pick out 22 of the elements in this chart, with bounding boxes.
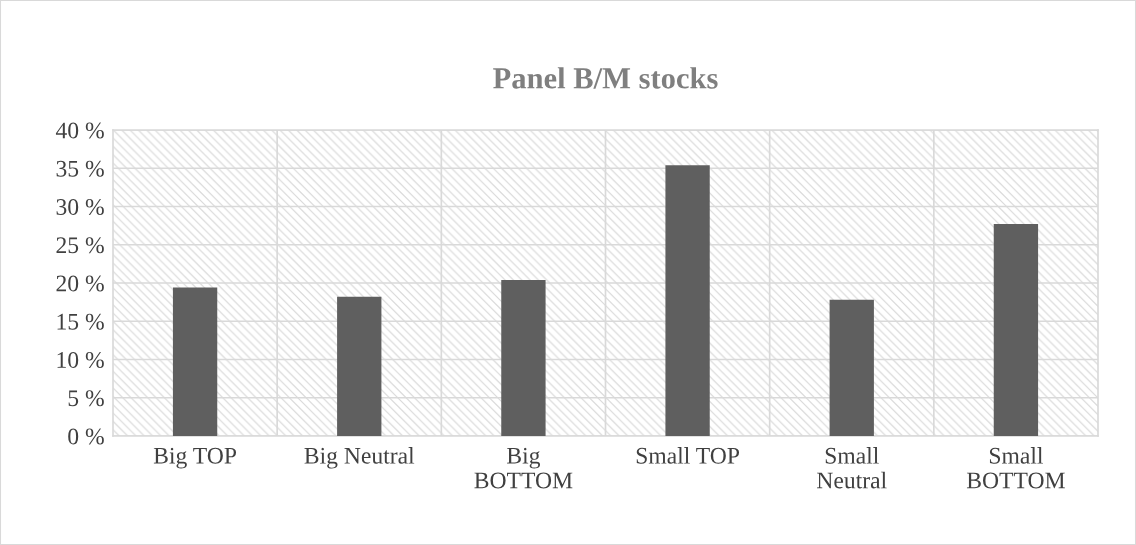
y-tick-label: 35 % [56,160,104,177]
x-tick-label: Small Neutral [817,447,887,489]
y-tick-label: 0 % [68,428,104,445]
x-tick-label: Big BOTTOM [474,447,573,489]
x-tick-label: Big Neutral [304,447,415,469]
y-tick-label: 5 % [68,390,104,407]
bar [501,279,546,436]
y-tick-label: 20 % [56,275,104,292]
bar [665,165,710,436]
y-tick-label: 25 % [56,237,104,254]
x-tick-label: Small BOTTOM [966,447,1065,489]
y-tick-label: 30 % [56,198,104,215]
bar [993,224,1039,436]
bar [172,287,218,436]
bar [829,299,874,436]
x-tick-label: Small TOP [636,447,740,464]
y-tick-label: 40 % [55,122,104,139]
x-tick-label: Big TOP [153,447,237,469]
chart-title: Panel B/M stocks [493,67,718,89]
y-tick-label: 15 % [57,313,104,330]
bar [337,296,382,436]
y-tick-label: 10 % [57,351,104,368]
